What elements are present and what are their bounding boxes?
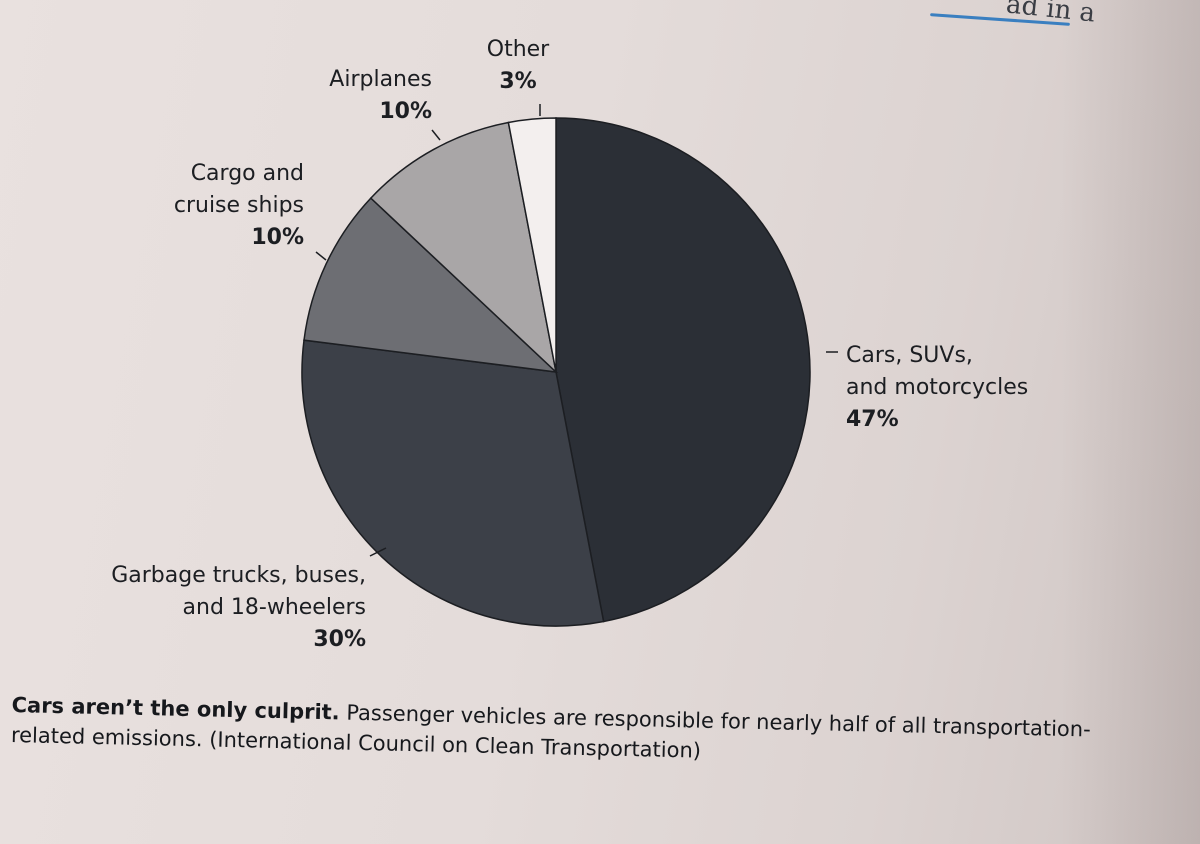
slice-label-line: Cars, SUVs, xyxy=(846,343,973,368)
slice-label-cars-suvs: Cars, SUVs, and motorcycles 47% xyxy=(846,343,1028,432)
slice-label-airplanes: Airplanes 10% xyxy=(329,67,432,124)
slice-label-line: Cargo and xyxy=(191,161,304,186)
pie-slice-garbage-trucks-buses xyxy=(301,339,605,627)
pie-chart: Cars, SUVs, and motorcycles 47% Garbage tru… xyxy=(111,37,1028,652)
pie-slices xyxy=(301,117,811,627)
slice-label-other: Other 3% xyxy=(487,37,550,94)
label-leader-airplanes xyxy=(431,129,441,141)
caption-bold: Cars aren’t the only culprit. xyxy=(11,692,340,725)
pie-slice-airplanes xyxy=(369,121,558,375)
page-shadow xyxy=(1060,0,1200,844)
slice-label-line: Garbage trucks, buses, xyxy=(111,563,366,588)
slice-label-line: and 18-wheelers xyxy=(183,595,366,620)
slice-label-garbage-trucks-buses: Garbage trucks, buses, and 18-wheelers 30% xyxy=(111,563,366,652)
slice-label-line: and motorcycles xyxy=(846,375,1028,400)
slice-label-cargo-and: Cargo and cruise ships 10% xyxy=(174,161,304,250)
slice-label-line: Other xyxy=(487,37,550,62)
slice-value-cars-suvs: 47% xyxy=(846,407,899,432)
slice-value-garbage-trucks-buses: 30% xyxy=(313,627,366,652)
pie-slice-cargo-and xyxy=(303,197,559,374)
slice-value-other: 3% xyxy=(499,69,536,94)
slice-value-cargo-and: 10% xyxy=(251,225,304,250)
slice-label-line: Airplanes xyxy=(329,67,432,92)
slice-value-airplanes: 10% xyxy=(379,99,432,124)
pie-slice-cars-suvs xyxy=(555,117,811,623)
label-leader-cargo-and xyxy=(315,251,327,261)
pie-slice-other xyxy=(507,117,557,373)
figure-caption: Cars aren’t the only culprit. Passenger … xyxy=(11,690,1152,776)
slice-label-line: cruise ships xyxy=(174,193,304,218)
label-leader-garbage-trucks-buses xyxy=(369,547,387,557)
